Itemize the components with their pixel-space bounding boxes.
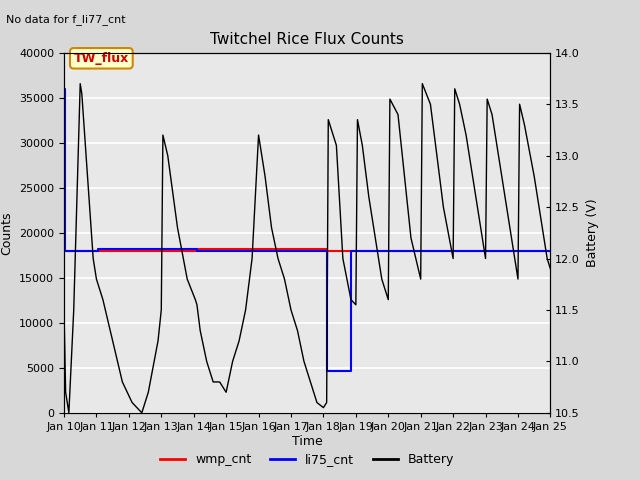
Legend: wmp_cnt, li75_cnt, Battery: wmp_cnt, li75_cnt, Battery [155, 448, 460, 471]
Y-axis label: Counts: Counts [1, 211, 13, 254]
X-axis label: Time: Time [292, 434, 323, 448]
Text: No data for f_li77_cnt: No data for f_li77_cnt [6, 14, 126, 25]
Title: Twitchel Rice Flux Counts: Twitchel Rice Flux Counts [211, 33, 404, 48]
Text: TW_flux: TW_flux [74, 52, 129, 65]
Y-axis label: Battery (V): Battery (V) [586, 199, 598, 267]
